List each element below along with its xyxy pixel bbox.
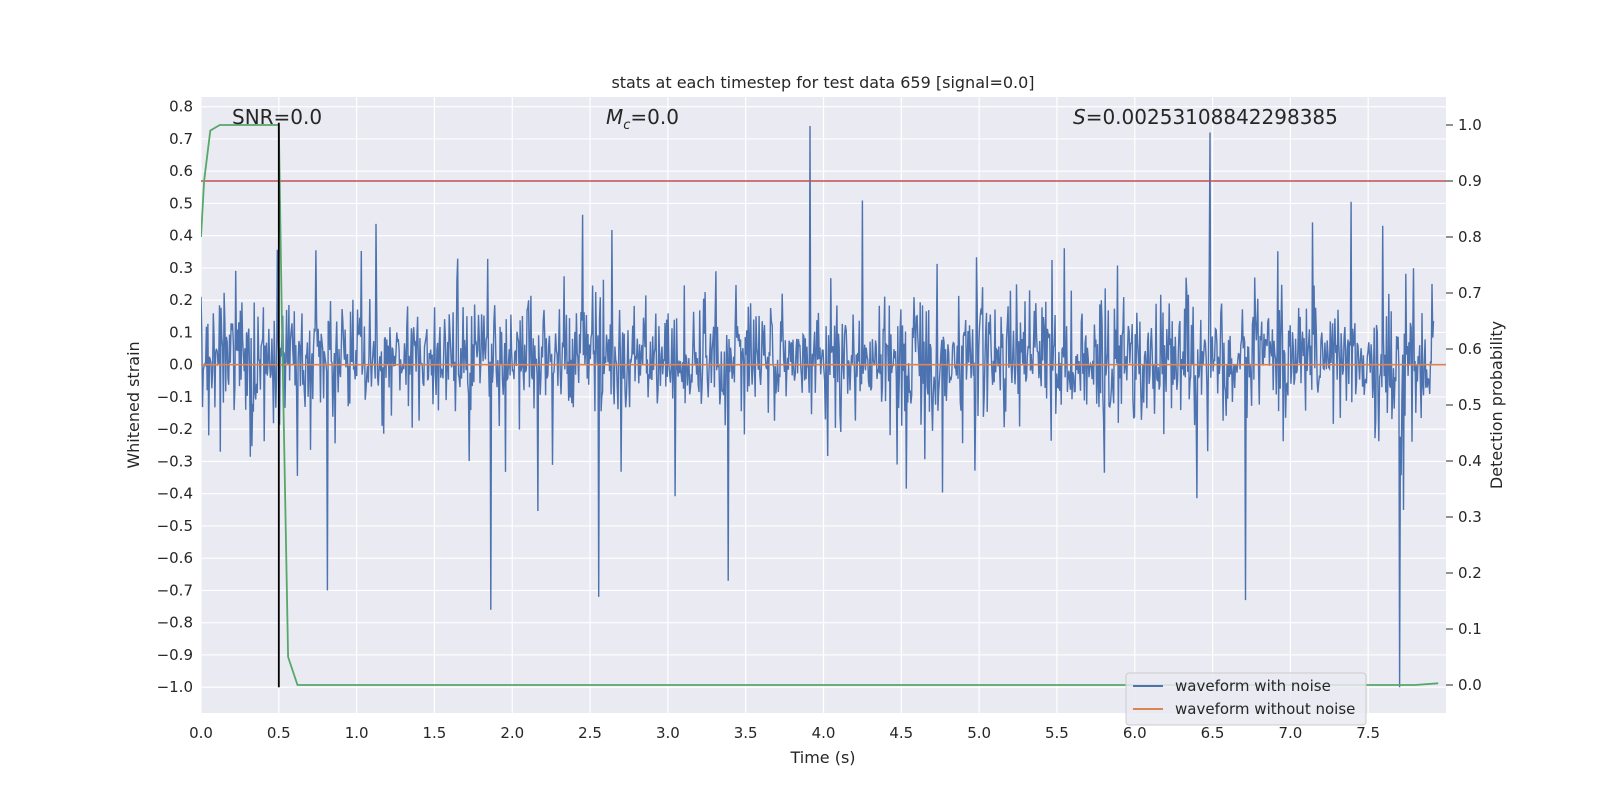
y-axis-label: Whitened strain: [124, 341, 143, 468]
plot-layer: [201, 122, 1446, 688]
chirp-mass-symbol: M: [606, 105, 623, 129]
y-tick-label: 0.8: [169, 98, 193, 116]
y2-tick-label: 0.1: [1458, 620, 1482, 638]
x-tick-label: 2.5: [578, 724, 602, 742]
x-tick-label: 6.5: [1201, 724, 1225, 742]
y2-tick-label: 0.9: [1458, 172, 1482, 190]
y-tick-label: 0.3: [169, 259, 193, 277]
x-tick-label: 7.0: [1278, 724, 1302, 742]
y-tick-label: −0.9: [157, 646, 193, 664]
snr-annotation: SNR=0.0: [232, 105, 322, 129]
y2-tick-label: 0.5: [1458, 396, 1482, 414]
x-tick-label: 3.0: [656, 724, 680, 742]
x-tick-label: 5.0: [967, 724, 991, 742]
statistic-annotation: S=0.00253108842298385: [1073, 105, 1338, 129]
x-axis-label: Time (s): [789, 748, 855, 767]
chirp-mass-value: =0.0: [630, 105, 679, 129]
series-waveform-with-noise: [201, 125, 1435, 688]
x-tick-label: 7.5: [1356, 724, 1380, 742]
x-tick-label: 4.5: [889, 724, 913, 742]
y-tick-label: −0.3: [157, 452, 193, 470]
x-tick-label: 0.0: [189, 724, 213, 742]
x-tick-label: 5.5: [1045, 724, 1069, 742]
chirp-mass-subscript: c: [623, 118, 630, 133]
x-tick-label: 0.5: [267, 724, 291, 742]
y2-tick-label: 1.0: [1458, 116, 1482, 134]
series-detection-probability: [201, 124, 1439, 686]
x-tick-label: 1.0: [345, 724, 369, 742]
y2-tick-label: 0.3: [1458, 508, 1482, 526]
x-tick-label: 2.0: [500, 724, 524, 742]
x-tick-label: 3.5: [734, 724, 758, 742]
chart-title: stats at each timestep for test data 659…: [611, 73, 1034, 92]
x-axis-ticks: 0.0 0.5 1.0 1.5 2.0 2.5 3.0 3.5 4.0 4.5 5.0 5.5 6.0 6…: [189, 724, 1380, 742]
legend: waveform with noise waveform without noi…: [1125, 672, 1367, 726]
chirp-mass-annotation: Mc=0.0: [606, 105, 679, 133]
x-tick-label: 1.5: [423, 724, 447, 742]
x-tick-label: 4.0: [812, 724, 836, 742]
y-tick-label: −0.7: [157, 581, 193, 599]
y-tick-label: −0.6: [157, 549, 193, 567]
y-tick-label: −0.1: [157, 388, 193, 406]
statistic-symbol: S: [1073, 105, 1086, 129]
x-tick-label: 6.0: [1123, 724, 1147, 742]
y-tick-label: −0.8: [157, 614, 193, 632]
y-tick-label: −0.4: [157, 485, 193, 503]
y-tick-label: 0.4: [169, 227, 193, 245]
legend-label-with-noise: waveform with noise: [1175, 677, 1331, 695]
y2-tick-label: 0.2: [1458, 564, 1482, 582]
y2-tick-label: 0.6: [1458, 340, 1482, 358]
y-axis-ticks: 0.8 0.7 0.6 0.5 0.4 0.3 0.2 0.1 0.0 −0.1 −0.2 −0.3 −…: [157, 98, 193, 697]
y2-tick-label: 0.4: [1458, 452, 1482, 470]
y-tick-label: 0.1: [169, 323, 193, 341]
legend-label-without-noise: waveform without noise: [1175, 700, 1355, 718]
y2-tick-label: 0.7: [1458, 284, 1482, 302]
y-tick-label: 0.0: [169, 356, 193, 374]
y-tick-label: −0.2: [157, 420, 193, 438]
statistic-value: =0.00253108842298385: [1086, 105, 1338, 129]
y2-tick-label: 0.0: [1458, 676, 1482, 694]
y-tick-label: 0.5: [169, 194, 193, 212]
y2-tick-label: 0.8: [1458, 228, 1482, 246]
y-tick-label: 0.6: [169, 162, 193, 180]
y-tick-label: 0.7: [169, 130, 193, 148]
y2-axis-label: Detection probability: [1487, 321, 1506, 489]
y-tick-label: −0.5: [157, 517, 193, 535]
legend-box: [1125, 672, 1367, 726]
y-tick-label: 0.2: [169, 291, 193, 309]
y2-axis-ticks: 1.0 0.9 0.8 0.7 0.6 0.5 0.4 0.3 0.2 0.1 0.0: [1446, 116, 1482, 694]
y-tick-label: −1.0: [157, 678, 193, 696]
